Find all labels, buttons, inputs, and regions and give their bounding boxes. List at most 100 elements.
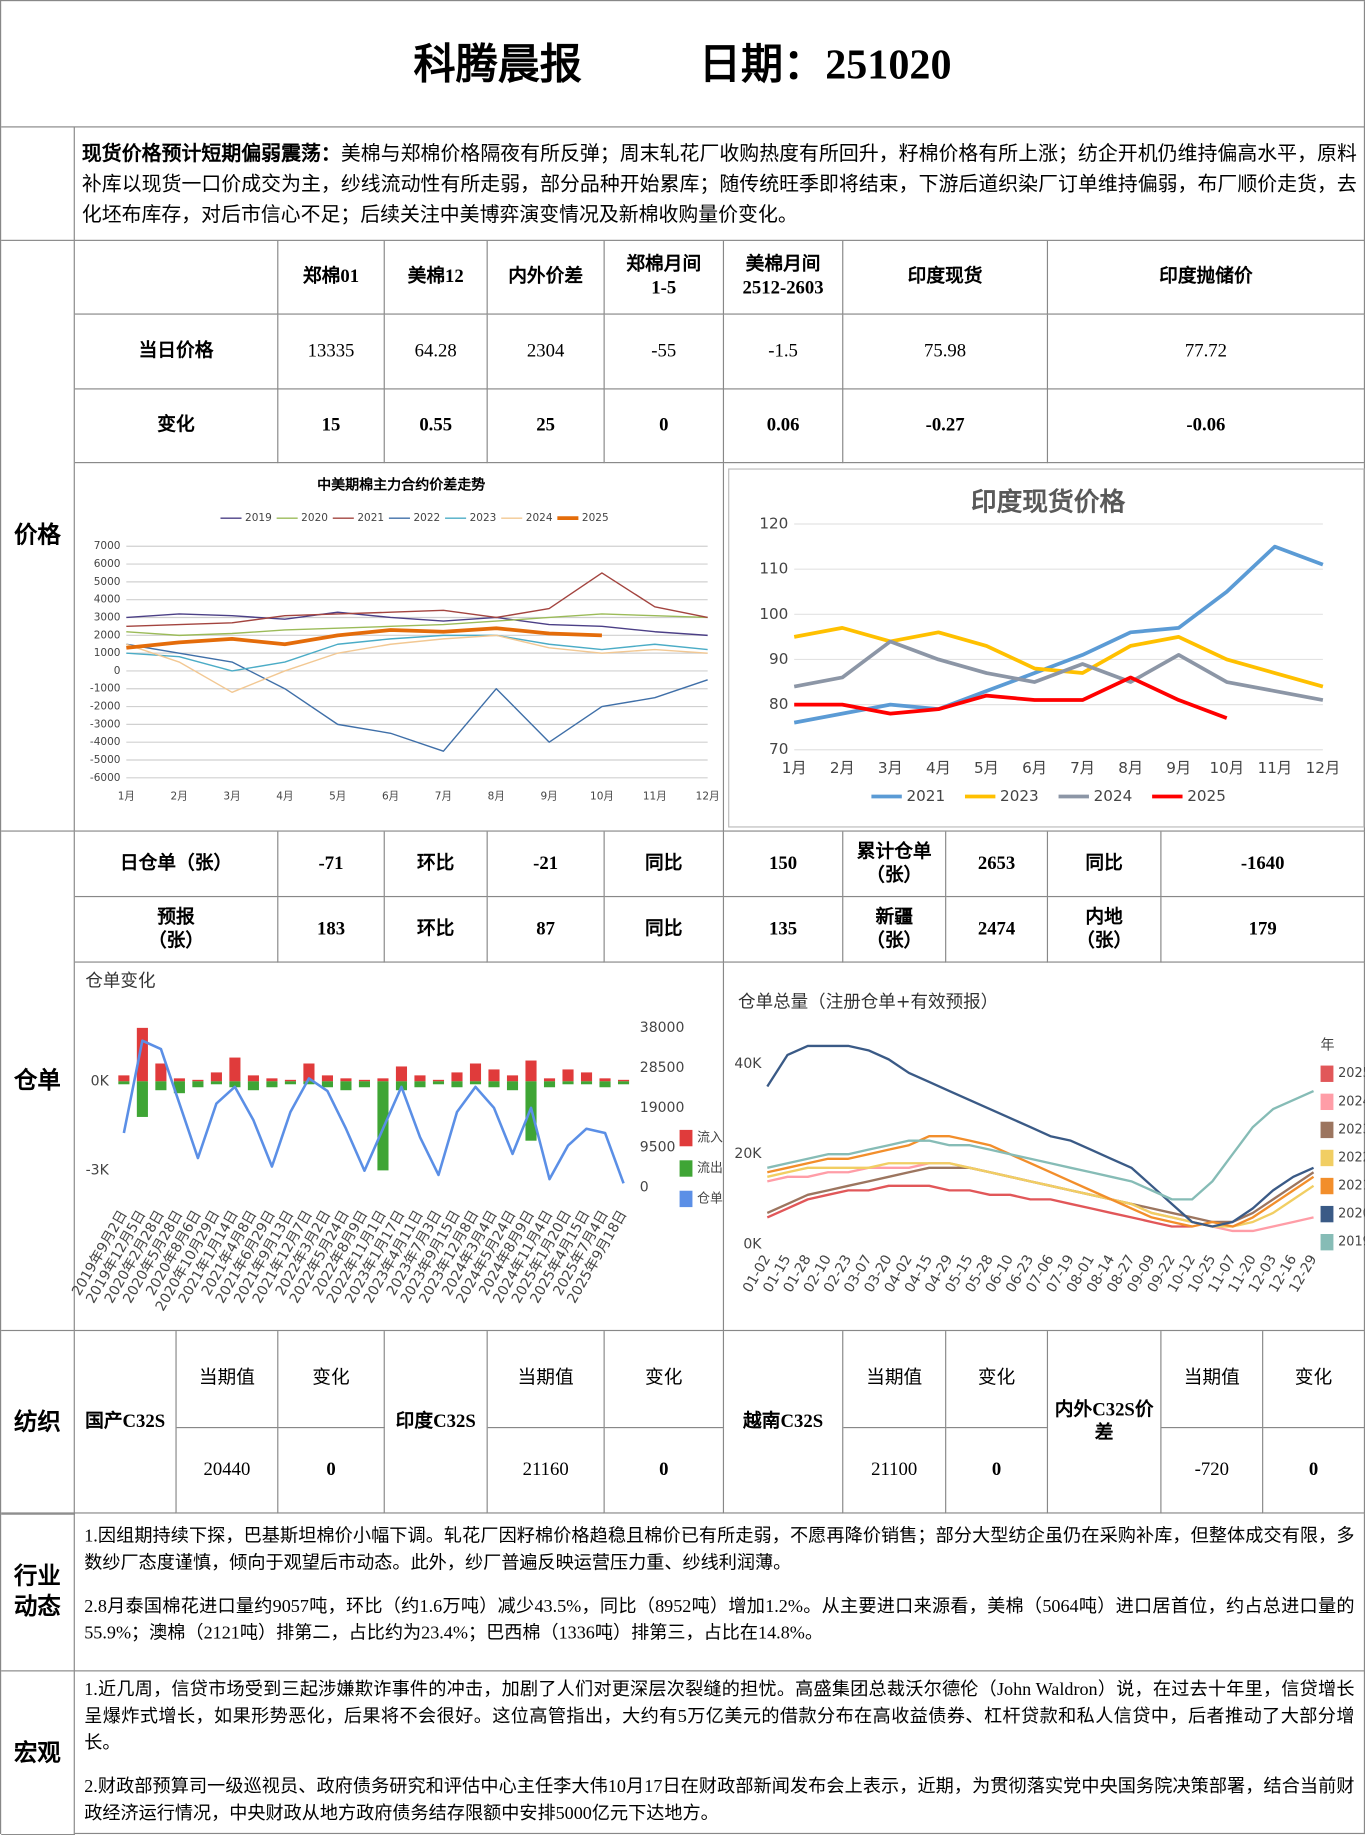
cell-text: 环比 xyxy=(416,853,455,874)
cell-text: 同比 xyxy=(645,918,683,939)
cell-text: 0.06 xyxy=(766,415,800,436)
bar xyxy=(506,1081,519,1091)
bar xyxy=(247,1081,259,1091)
cell-text: 变化 xyxy=(645,1368,683,1389)
x-tick-label: 5月 xyxy=(329,791,346,803)
bar xyxy=(451,1081,463,1088)
cell-text: 150 xyxy=(769,853,798,874)
cell-text: 印度现货 xyxy=(907,266,983,287)
row-label: 变化 xyxy=(74,389,279,464)
series-line xyxy=(126,611,708,637)
bar xyxy=(136,1027,148,1082)
column-header: 郑棉01 xyxy=(278,240,385,315)
legend-label: 2019 xyxy=(1338,1235,1365,1250)
cell-text: 183 xyxy=(316,918,346,939)
paragraph: 1.因组期持续下探，巴基斯坦棉价小幅下调。轧花厂因籽棉价格趋稳且棉价已有所走弱，… xyxy=(84,1526,1355,1574)
bar xyxy=(543,1081,556,1088)
header: 科腾晨报 日期：251020 xyxy=(1,1,1365,128)
bar xyxy=(525,1060,537,1082)
value-cell: 0 xyxy=(604,1428,725,1514)
chart-title: 仓单变化 xyxy=(85,971,155,991)
group-name: 内外C32S价差 xyxy=(1048,1331,1162,1514)
bar xyxy=(599,1081,611,1088)
bar xyxy=(580,1072,593,1082)
column-header: 当期值 xyxy=(176,1331,279,1429)
legend-label: 2022 xyxy=(413,512,440,524)
x-tick-label: 9月 xyxy=(540,791,557,803)
legend-label: 2021 xyxy=(357,512,384,524)
bar xyxy=(432,1079,445,1082)
cell-text: 变化 xyxy=(157,415,195,436)
bar xyxy=(395,1066,408,1082)
y2-tick-label: 28500 xyxy=(640,1060,685,1076)
cell-text: 内外C32S价差 xyxy=(1054,1399,1154,1443)
series-line xyxy=(767,1135,1315,1228)
row-label: 当日价格 xyxy=(74,314,279,390)
paragraph: 2.8月泰国棉花进口量约9057吨，环比（约1.6万吨）减少43.5%，同比（8… xyxy=(84,1596,1355,1644)
bar xyxy=(617,1081,630,1085)
value-cell: 21160 xyxy=(487,1428,605,1514)
chart-cell xyxy=(74,463,725,832)
legend-label: 2021 xyxy=(1338,1179,1365,1194)
cell-text: -1640 xyxy=(1240,853,1285,874)
series-line xyxy=(766,1166,1315,1224)
y-tick-label: 6000 xyxy=(94,558,121,570)
label-cell: 预报 （张） xyxy=(74,897,279,963)
legend-label: 2023 xyxy=(470,512,497,524)
value-cell: 0.06 xyxy=(724,389,844,464)
value-cell: 2474 xyxy=(946,897,1049,963)
cell-text: 纺织 xyxy=(14,1408,61,1435)
cell-text: -720 xyxy=(1194,1459,1229,1480)
column-header: 郑棉月间 1-5 xyxy=(604,240,725,315)
value-cell: 0 xyxy=(604,389,725,464)
bar xyxy=(173,1081,185,1094)
x-tick-label: 10月 xyxy=(1210,759,1245,777)
value-cell: 77.72 xyxy=(1048,314,1365,390)
series-line xyxy=(767,1089,1315,1201)
bar xyxy=(266,1078,278,1082)
cell-text: 25 xyxy=(536,415,556,436)
value-cell: -1640 xyxy=(1161,831,1365,898)
bar xyxy=(562,1069,574,1082)
column-header: 印度抛储价 xyxy=(1048,240,1365,315)
cell-text: 0.55 xyxy=(419,415,453,436)
cell-text: 郑棉月间 1-5 xyxy=(626,254,702,299)
chart-title: 中美期棉主力合约价差走势 xyxy=(317,476,485,493)
legend-label: 2024 xyxy=(526,512,553,524)
cell-text: -0.27 xyxy=(925,415,965,436)
value-cell: 183 xyxy=(278,897,385,963)
legend-title: 年 xyxy=(1321,1038,1335,1054)
value-cell: 150 xyxy=(724,831,844,898)
value-cell: 179 xyxy=(1161,897,1365,963)
value-cell: 0.55 xyxy=(384,389,488,464)
cell-text: 越南C32S xyxy=(743,1411,824,1432)
cell-text: 135 xyxy=(769,918,798,939)
cell-text: 0 xyxy=(991,1459,1002,1480)
bar xyxy=(358,1081,371,1088)
bar xyxy=(284,1081,296,1085)
x-tick-label: 9月 xyxy=(1166,759,1191,777)
legend-label: 2024 xyxy=(1338,1094,1365,1109)
bar xyxy=(599,1078,611,1082)
legend-label: 2020 xyxy=(301,512,328,524)
y-tick-label: 80 xyxy=(769,695,788,713)
bar xyxy=(414,1075,426,1082)
cell-text: 仓单 xyxy=(14,1067,61,1094)
x-tick-label: 4月 xyxy=(926,759,951,777)
value-cell: 75.98 xyxy=(843,314,1049,390)
column-header: 变化 xyxy=(1263,1331,1365,1429)
x-tick-label: 3月 xyxy=(223,791,240,803)
cell-text: 2653 xyxy=(977,853,1016,874)
bar xyxy=(488,1069,500,1082)
summary-lead: 现货价格预计短期偏弱震荡： xyxy=(81,142,341,165)
cell-text: -71 xyxy=(318,853,344,874)
cell-text: 变化 xyxy=(1294,1368,1333,1389)
bar xyxy=(469,1063,482,1082)
y-tick-label: 20K xyxy=(734,1146,762,1162)
y-tick-label: 40K xyxy=(734,1056,762,1072)
section-label: 纺织 xyxy=(1,1331,75,1514)
legend-label: 2023 xyxy=(1000,787,1039,805)
cell-text: 0 xyxy=(659,415,669,436)
